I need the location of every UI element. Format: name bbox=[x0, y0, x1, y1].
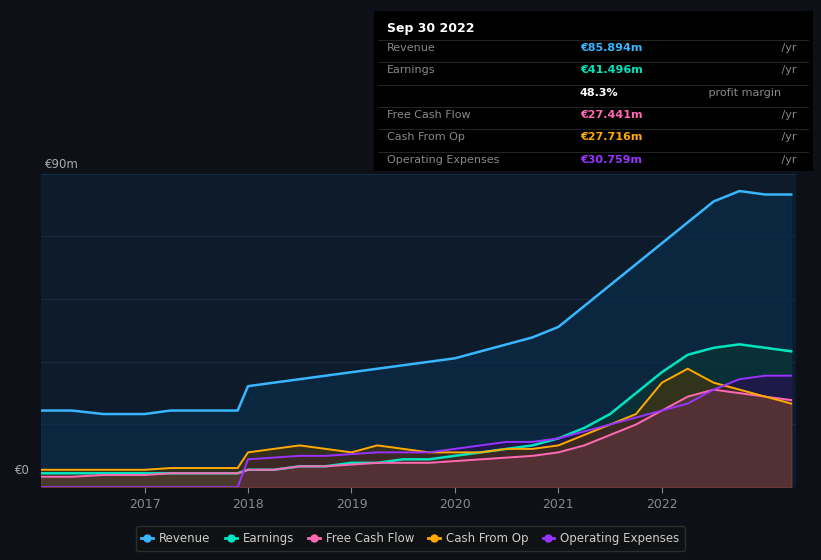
Text: /yr: /yr bbox=[777, 110, 796, 120]
Text: Earnings: Earnings bbox=[387, 66, 435, 76]
Text: €0: €0 bbox=[15, 464, 30, 477]
Text: /yr: /yr bbox=[777, 66, 796, 76]
Text: €27.716m: €27.716m bbox=[580, 133, 642, 142]
Text: /yr: /yr bbox=[777, 43, 796, 53]
Legend: Revenue, Earnings, Free Cash Flow, Cash From Op, Operating Expenses: Revenue, Earnings, Free Cash Flow, Cash … bbox=[135, 526, 686, 551]
Text: €41.496m: €41.496m bbox=[580, 66, 643, 76]
Text: €90m: €90m bbox=[45, 158, 79, 171]
Text: Cash From Op: Cash From Op bbox=[387, 133, 465, 142]
Text: €85.894m: €85.894m bbox=[580, 43, 642, 53]
Text: profit margin: profit margin bbox=[705, 88, 782, 98]
Text: €30.759m: €30.759m bbox=[580, 155, 642, 165]
Text: Revenue: Revenue bbox=[387, 43, 435, 53]
Text: Sep 30 2022: Sep 30 2022 bbox=[387, 22, 475, 35]
Text: 48.3%: 48.3% bbox=[580, 88, 618, 98]
Text: /yr: /yr bbox=[777, 133, 796, 142]
Text: /yr: /yr bbox=[777, 155, 796, 165]
Text: €27.441m: €27.441m bbox=[580, 110, 643, 120]
Text: Free Cash Flow: Free Cash Flow bbox=[387, 110, 470, 120]
Text: Operating Expenses: Operating Expenses bbox=[387, 155, 499, 165]
